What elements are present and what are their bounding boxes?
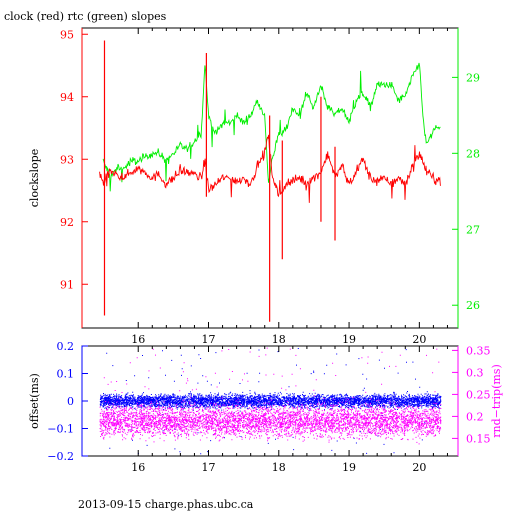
x-tick-label: 18 xyxy=(272,461,286,474)
rtc-tick-label: 29 xyxy=(466,71,480,84)
footer-text: 2013-09-15 charge.phas.ubc.ca xyxy=(78,498,254,511)
bottom-plot-axes: 16 17 18 19 20 0.2 0.1 0 −0.1 −0.2 0.35 0.3 0.25 0.2 0… xyxy=(47,340,490,474)
chart-title: clock (red) rtc (green) slopes xyxy=(4,10,167,23)
x-tick-label: 20 xyxy=(412,333,426,346)
round-trip-tick-label: 0.35 xyxy=(466,344,491,357)
offset-tick-label: 0.1 xyxy=(57,368,75,381)
clockslope-tick-label: 95 xyxy=(60,28,74,41)
x-tick-label: 19 xyxy=(342,333,356,346)
round-trip-tick-label: 0.15 xyxy=(466,432,491,445)
round-trip-tick-label: 0.2 xyxy=(466,410,484,423)
clockslope-tick-label: 91 xyxy=(60,278,74,291)
x-tick-label: 16 xyxy=(131,461,145,474)
round-trip-axis-label: rnd−trip(ms) xyxy=(490,364,503,438)
x-tick-label: 19 xyxy=(342,461,356,474)
rtc-tick-label: 28 xyxy=(466,147,480,160)
clockslope-tick-label: 94 xyxy=(60,91,74,104)
rtc-tick-label: 27 xyxy=(466,223,480,236)
offset-tick-label: −0.2 xyxy=(47,450,74,463)
round-trip-tick-label: 0.25 xyxy=(466,388,491,401)
rtc-tick-label: 26 xyxy=(466,299,480,312)
x-tick-label: 17 xyxy=(202,461,216,474)
rtc-series-line xyxy=(102,62,441,192)
clockslope-axis-label: clockslope xyxy=(28,149,41,207)
x-tick-label: 18 xyxy=(272,333,286,346)
clockslope-tick-label: 92 xyxy=(60,216,74,229)
x-tick-label: 16 xyxy=(131,333,145,346)
offset-tick-label: 0.2 xyxy=(57,340,75,353)
offset-axis-label: offset(ms) xyxy=(28,373,41,429)
bottom-plot-series xyxy=(99,347,442,455)
x-tick-label: 20 xyxy=(412,461,426,474)
offset-tick-label: 0 xyxy=(67,395,74,408)
round-trip-tick-label: 0.3 xyxy=(466,366,484,379)
offset-tick-label: −0.1 xyxy=(47,423,74,436)
top-plot-axes: 16 17 18 19 20 91 92 93 94 95 26 27 28 29 xyxy=(60,28,480,346)
round-trip-scatter-points xyxy=(99,347,442,445)
top-plot-series xyxy=(99,40,441,322)
x-tick-label: 17 xyxy=(202,333,216,346)
offset-scatter-points xyxy=(99,348,442,455)
clockslope-tick-label: 93 xyxy=(60,153,74,166)
